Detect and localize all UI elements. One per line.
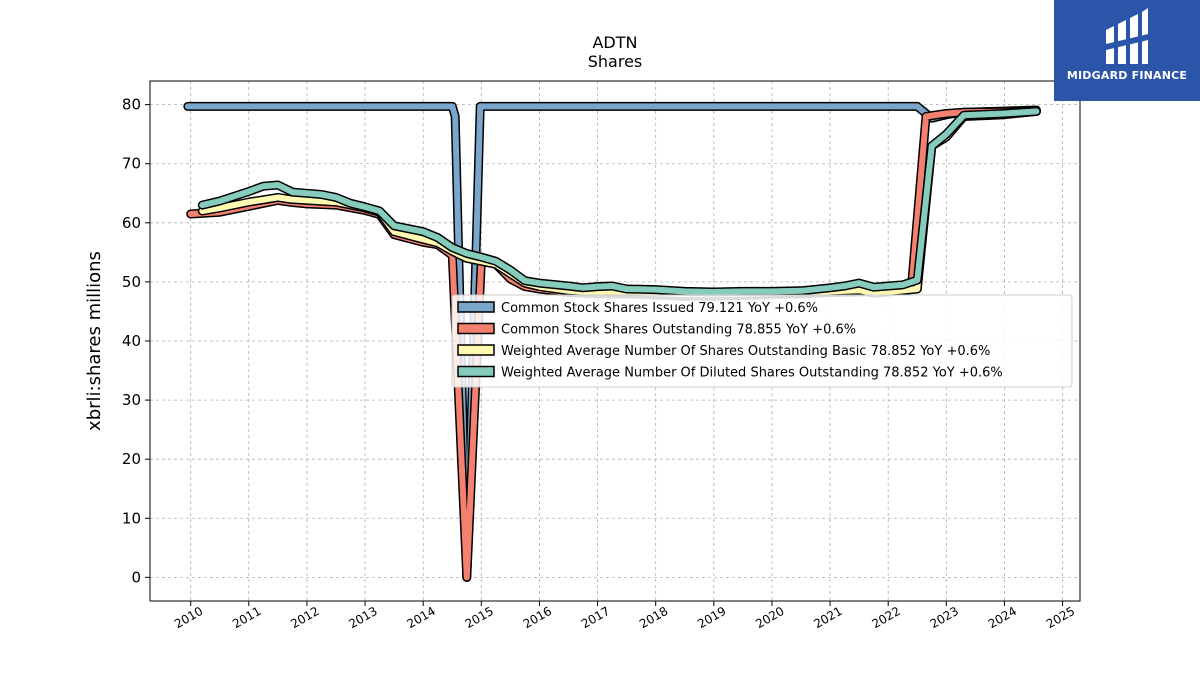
x-tick-label: 2015 (463, 604, 496, 631)
legend-box (451, 294, 1073, 388)
legend: Common Stock Shares Issued 79.121 YoY +0… (451, 294, 1073, 388)
y-tick-label: 0 (131, 568, 141, 586)
x-tick-label: 2023 (928, 604, 961, 631)
legend-item: Common Stock Shares Issued 79.121 YoY +0… (457, 301, 818, 316)
x-tick-label: 2022 (869, 604, 902, 631)
legend-item: Common Stock Shares Outstanding 78.855 Y… (457, 322, 856, 338)
y-tick-label: 30 (122, 391, 141, 409)
legend-swatch (457, 301, 495, 313)
y-tick-label: 80 (122, 96, 141, 114)
brand-logo-text: MIDGARD FINANCE (1066, 69, 1188, 82)
y-tick-label: 20 (122, 450, 141, 468)
legend-item: Weighted Average Number Of Diluted Share… (457, 365, 1003, 381)
y-tick-label: 50 (122, 273, 141, 291)
x-tick-label: 2021 (811, 604, 844, 631)
midgard-finance-logo-icon (1106, 8, 1148, 64)
chart-subtitle: Shares (588, 52, 643, 71)
x-tick-label: 2013 (346, 604, 379, 631)
x-tick-label: 2014 (404, 604, 437, 631)
y-axis-label: xbrli:shares millions (84, 251, 105, 431)
y-tick-label: 40 (122, 332, 141, 350)
legend-item: Weighted Average Number Of Shares Outsta… (457, 344, 990, 359)
legend-swatch (457, 322, 495, 335)
x-tick-label: 2018 (637, 604, 670, 631)
x-tick-label: 2016 (521, 604, 554, 631)
legend-label: Weighted Average Number Of Shares Outsta… (501, 344, 990, 359)
legend-label: Weighted Average Number Of Diluted Share… (501, 366, 1003, 381)
series-line (199, 108, 1040, 295)
legend-swatch (457, 344, 495, 356)
x-tick-label: 2012 (288, 604, 321, 631)
x-tick-label: 2025 (1044, 604, 1077, 631)
x-tick-label: 2024 (986, 604, 1019, 631)
series-4 (197, 106, 1041, 297)
brand-logo: MIDGARD FINANCE (1054, 0, 1200, 101)
legend-label: Common Stock Shares Outstanding 78.855 Y… (501, 323, 856, 338)
x-tick-label: 2020 (753, 604, 786, 631)
legend-swatch (457, 365, 495, 378)
y-tick-label: 60 (122, 214, 141, 232)
chart-title: ADTN (592, 33, 637, 52)
y-tick-label: 10 (122, 509, 141, 527)
x-tick-label: 2019 (695, 604, 728, 631)
x-tick-label: 2011 (230, 604, 263, 631)
x-tick-label: 2010 (172, 604, 205, 631)
legend-label: Common Stock Shares Issued 79.121 YoY +0… (501, 301, 818, 316)
series-layer (183, 101, 1041, 582)
y-tick-label: 70 (122, 155, 141, 173)
x-tick-label: 2017 (579, 604, 612, 631)
